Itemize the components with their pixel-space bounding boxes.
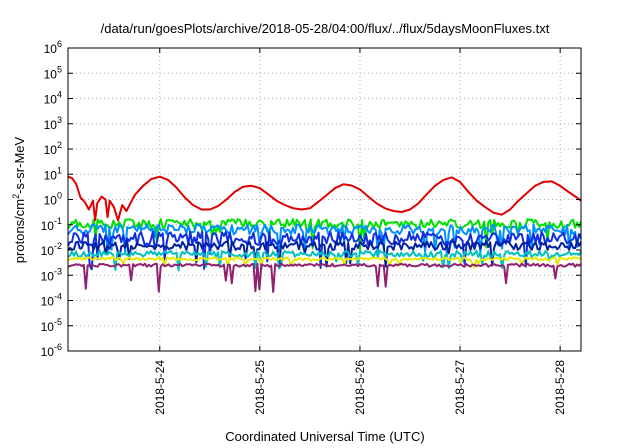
x-tick-label: 2018-5-28: [553, 360, 567, 415]
y-tick-label: 10-6: [41, 342, 62, 359]
series-line: [67, 218, 582, 251]
y-tick-label: 104: [44, 90, 62, 107]
x-axis: 2018-5-24 2018-5-25 2018-5-26 2018-5-27 2018…: [153, 48, 567, 415]
y-tick-label: 100: [44, 191, 62, 208]
y-tick-label: 101: [44, 165, 62, 182]
series-line: [67, 175, 582, 222]
y-tick-label: 10-5: [41, 317, 62, 334]
series-line: [67, 230, 582, 271]
series-line: [67, 256, 582, 269]
y-tick-label: 10-2: [41, 241, 62, 258]
y-axis-label: protons/cm2-s-sr-MeV: [11, 136, 27, 263]
y-tick-label: 106: [44, 39, 62, 56]
y-tick-label: 10-4: [41, 292, 62, 309]
grid-lines: [68, 48, 581, 351]
y-tick-label: 102: [44, 140, 62, 157]
series-line: [67, 249, 582, 272]
series-layer: [67, 175, 582, 293]
y-axis: 10-6 10-5 10-4 10-3 10-2 10-1 100 101 102 103 104 1…: [41, 39, 581, 359]
x-tick-label: 2018-5-25: [253, 360, 267, 415]
x-tick-label: 2018-5-27: [453, 360, 467, 415]
y-tick-label: 105: [44, 64, 62, 81]
x-tick-label: 2018-5-24: [153, 360, 167, 415]
y-tick-label: 103: [44, 115, 62, 132]
series-line: [67, 240, 582, 269]
series-line: [67, 262, 582, 293]
x-tick-label: 2018-5-26: [353, 360, 367, 415]
chart-title: /data/run/goesPlots/archive/2018-05-28/0…: [101, 21, 550, 36]
y-tick-label: 10-1: [41, 216, 62, 233]
x-axis-label: Coordinated Universal Time (UTC): [225, 429, 424, 444]
y-tick-label: 10-3: [41, 266, 62, 283]
